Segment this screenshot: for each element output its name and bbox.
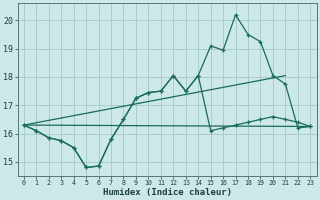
X-axis label: Humidex (Indice chaleur): Humidex (Indice chaleur) (103, 188, 232, 197)
